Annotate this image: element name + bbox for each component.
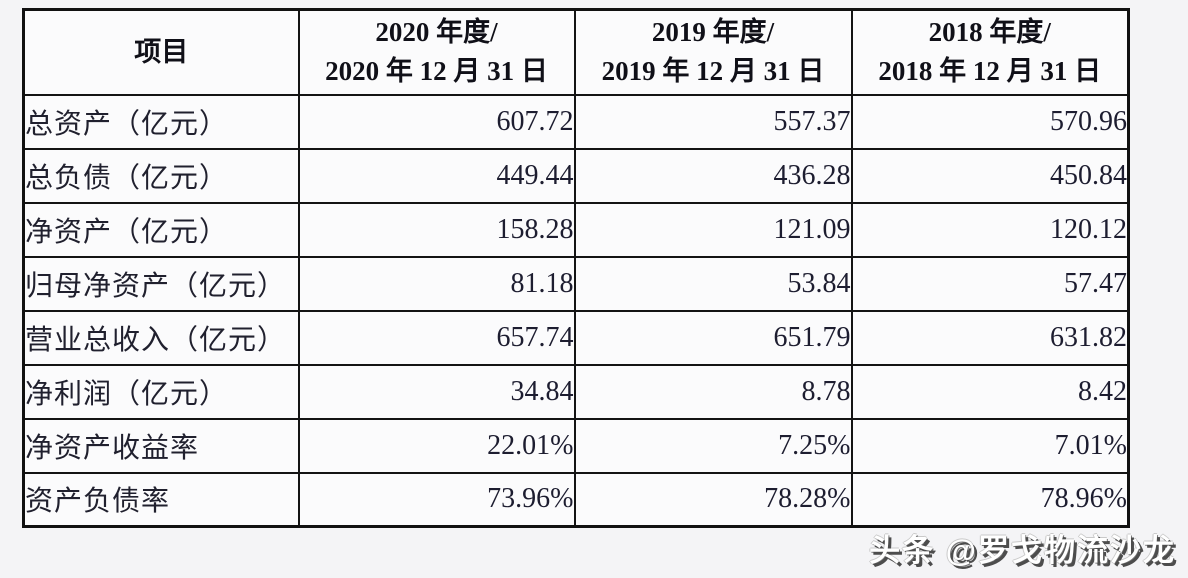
row-value: 120.12 — [850, 201, 1130, 258]
row-label-net-assets: 净资产（亿元） — [22, 201, 300, 258]
row-label-total-liabilities: 总负债（亿元） — [22, 147, 300, 204]
row-value: 7.25% — [573, 417, 853, 474]
row-value: 53.84 — [573, 255, 853, 312]
row-value: 7.01% — [850, 417, 1130, 474]
table-row: 总资产（亿元） 607.72 557.37 570.96 — [22, 93, 1130, 150]
row-value: 81.18 — [297, 255, 576, 312]
row-label-debt-ratio: 资产负债率 — [22, 471, 300, 528]
row-value: 8.78 — [573, 363, 853, 420]
table-row: 营业总收入（亿元） 657.74 651.79 631.82 — [22, 309, 1130, 366]
column-header-2018-line1: 2018 年度/ — [928, 17, 1051, 48]
row-label-parent-net-assets: 归母净资产（亿元） — [22, 255, 300, 312]
row-value: 570.96 — [850, 93, 1130, 150]
row-value: 607.72 — [297, 93, 576, 150]
row-value: 436.28 — [573, 147, 853, 204]
row-label-roe: 净资产收益率 — [22, 417, 300, 474]
row-value: 631.82 — [850, 309, 1130, 366]
column-header-2020-line2: 2020 年 12 月 31 日 — [325, 56, 548, 87]
table-row: 资产负债率 73.96% 78.28% 78.96% — [22, 471, 1130, 528]
row-label-total-assets: 总资产（亿元） — [22, 93, 300, 150]
row-value: 121.09 — [573, 201, 853, 258]
row-value: 8.42 — [850, 363, 1130, 420]
financial-table: 项目 2020 年度/ 2020 年 12 月 31 日 2019 年度/ 20… — [22, 8, 1130, 528]
row-value: 78.28% — [573, 471, 853, 528]
row-value: 450.84 — [850, 147, 1130, 204]
table-row: 总负债（亿元） 449.44 436.28 450.84 — [22, 147, 1130, 204]
row-value: 57.47 — [850, 255, 1130, 312]
table-row: 净资产（亿元） 158.28 121.09 120.12 — [22, 201, 1130, 258]
row-value: 557.37 — [573, 93, 853, 150]
column-header-2019: 2019 年度/ 2019 年 12 月 31 日 — [573, 8, 853, 96]
row-label-total-revenue: 营业总收入（亿元） — [22, 309, 300, 366]
table-row: 归母净资产（亿元） 81.18 53.84 57.47 — [22, 255, 1130, 312]
row-label-net-profit: 净利润（亿元） — [22, 363, 300, 420]
column-header-2020-line1: 2020 年度/ — [375, 17, 498, 48]
toutiao-watermark: 头条 @罗戈物流沙龙 — [869, 533, 1176, 568]
financial-summary-table: 项目 2020 年度/ 2020 年 12 月 31 日 2019 年度/ 20… — [22, 8, 1130, 528]
table-row: 净资产收益率 22.01% 7.25% 7.01% — [22, 417, 1130, 474]
row-value: 73.96% — [297, 471, 576, 528]
row-value: 78.96% — [850, 471, 1130, 528]
row-value: 657.74 — [297, 309, 576, 366]
column-header-2019-line2: 2019 年 12 月 31 日 — [601, 56, 825, 87]
row-value: 22.01% — [297, 417, 576, 474]
row-value: 449.44 — [297, 147, 576, 204]
column-header-2020: 2020 年度/ 2020 年 12 月 31 日 — [297, 8, 576, 96]
column-header-2019-line1: 2019 年度/ — [651, 17, 775, 48]
row-value: 34.84 — [297, 363, 576, 420]
column-header-2018-line2: 2018 年 12 月 31 日 — [878, 56, 1102, 87]
column-header-item: 项目 — [22, 8, 300, 96]
column-header-item-label: 项目 — [134, 36, 189, 67]
row-value: 158.28 — [297, 201, 576, 258]
table-row: 净利润（亿元） 34.84 8.78 8.42 — [22, 363, 1130, 420]
row-value: 651.79 — [573, 309, 853, 366]
table-header-row: 项目 2020 年度/ 2020 年 12 月 31 日 2019 年度/ 20… — [22, 8, 1130, 96]
column-header-2018: 2018 年度/ 2018 年 12 月 31 日 — [850, 8, 1130, 96]
